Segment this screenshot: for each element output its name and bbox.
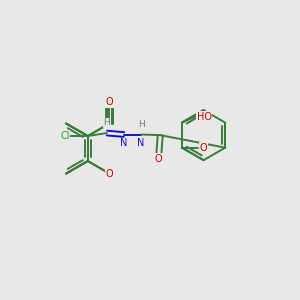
Text: N: N	[137, 138, 145, 148]
Text: HO: HO	[196, 112, 211, 122]
Text: O: O	[106, 97, 113, 107]
Text: O: O	[106, 169, 113, 178]
Text: H: H	[138, 120, 144, 129]
Text: H: H	[103, 118, 110, 127]
Text: Cl: Cl	[60, 131, 70, 141]
Text: O: O	[155, 154, 163, 164]
Text: O: O	[200, 142, 207, 153]
Text: N: N	[120, 138, 128, 148]
